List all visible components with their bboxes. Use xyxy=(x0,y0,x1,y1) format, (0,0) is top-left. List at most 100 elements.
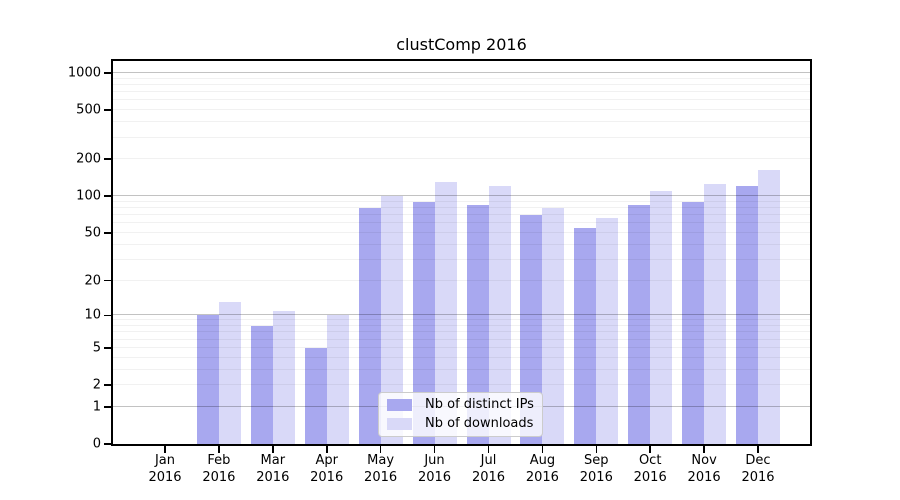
legend-swatch-downloads xyxy=(387,418,412,430)
x-axis-tick xyxy=(541,446,544,453)
bar-distinct-ips xyxy=(250,326,273,444)
bar-distinct-ips xyxy=(520,215,543,444)
bar-downloads xyxy=(650,191,673,444)
bar-distinct-ips xyxy=(304,347,327,444)
y-axis-tick xyxy=(104,347,111,349)
y-gridline-minor xyxy=(113,279,810,281)
bar-distinct-ips xyxy=(736,186,758,444)
y-gridline-minor xyxy=(113,136,810,138)
bar-distinct-ips xyxy=(628,205,651,444)
y-gridline-major xyxy=(113,72,810,73)
y-axis-tick-label: 20 xyxy=(84,273,101,288)
y-gridline-minor xyxy=(113,77,810,79)
legend-row-distinct-ips: Nb of distinct IPs xyxy=(387,398,534,412)
y-gridline-minor xyxy=(113,368,810,370)
y-axis-tick xyxy=(104,279,111,282)
bar-downloads xyxy=(380,196,403,444)
y-axis-tick-label: 0 xyxy=(92,436,101,452)
y-gridline-minor xyxy=(113,158,810,160)
y-axis-tick-label: 1000 xyxy=(67,65,101,81)
x-axis-tick-label: May 2016 xyxy=(364,453,398,485)
x-axis-tick-label: Sep 2016 xyxy=(579,453,613,485)
y-axis-tick xyxy=(104,443,111,445)
y-gridline-minor xyxy=(113,222,810,224)
bar-downloads xyxy=(596,218,619,444)
x-axis-tick xyxy=(595,446,597,453)
y-gridline-minor xyxy=(113,356,810,358)
legend-label-downloads: Nb of downloads xyxy=(425,416,534,431)
bar-downloads xyxy=(218,302,241,444)
x-axis-tick-label: Nov 2016 xyxy=(687,453,721,485)
x-axis-tick-label: Dec 2016 xyxy=(741,453,775,485)
x-axis-tick xyxy=(649,446,651,453)
x-axis-tick-label: Oct 2016 xyxy=(633,453,667,485)
y-axis-tick xyxy=(104,72,111,74)
y-gridline-minor xyxy=(113,325,810,326)
y-gridline-minor xyxy=(113,91,810,93)
bar-distinct-ips xyxy=(574,227,597,444)
x-axis-tick-label: Jun 2016 xyxy=(417,453,452,485)
bar-downloads xyxy=(488,186,511,444)
y-axis-tick-label: 200 xyxy=(76,151,101,167)
y-gridline-minor xyxy=(113,231,810,233)
y-gridline-minor xyxy=(113,109,810,111)
y-gridline-minor xyxy=(113,121,810,123)
x-axis-tick xyxy=(218,446,220,453)
y-gridline-major xyxy=(113,195,810,197)
y-axis-tick-label: 100 xyxy=(76,188,101,204)
y-axis-tick-label: 1 xyxy=(92,399,101,415)
x-axis-tick xyxy=(164,446,166,453)
bars-layer xyxy=(113,61,810,444)
bar-downloads xyxy=(542,208,565,444)
y-gridline-minor xyxy=(113,258,810,260)
y-axis-tick-label: 2 xyxy=(92,377,101,393)
y-axis-tick xyxy=(104,314,111,316)
y-gridline-minor xyxy=(113,243,810,245)
x-axis-tick xyxy=(326,446,328,453)
y-axis-tick-label: 500 xyxy=(76,102,101,118)
x-axis-tick-label: Aug 2016 xyxy=(525,453,559,485)
gridlines-layer xyxy=(113,61,810,444)
y-gridline-minor xyxy=(113,214,810,216)
y-gridline-minor xyxy=(113,99,810,101)
bar-distinct-ips xyxy=(682,201,705,444)
x-axis-tick-label: Jan 2016 xyxy=(148,453,182,485)
bar-downloads xyxy=(326,315,349,444)
x-axis-tick-label: Apr 2016 xyxy=(310,453,344,485)
x-axis-tick xyxy=(757,446,759,453)
bar-downloads xyxy=(704,184,727,444)
plot-area: 0 1 2 5 10 20 50 100 200 500 1000 Jan 2016 Feb 2016 M… xyxy=(68,59,812,485)
y-gridline-minor xyxy=(113,346,810,348)
bar-distinct-ips xyxy=(466,205,489,444)
y-gridline-minor xyxy=(113,207,810,208)
y-gridline-minor xyxy=(113,200,810,202)
x-axis-tick xyxy=(379,446,382,453)
x-axis-tick xyxy=(703,446,705,453)
x-axis-tick-label: Feb 2016 xyxy=(202,453,236,485)
y-axis-tick-label: 5 xyxy=(92,340,101,356)
y-gridline-minor xyxy=(113,338,810,340)
y-gridline-major xyxy=(113,314,810,316)
bar-distinct-ips xyxy=(358,208,381,444)
y-axis-tick-label: 10 xyxy=(84,307,101,323)
y-axis-tick xyxy=(104,384,111,386)
bar-downloads xyxy=(434,182,457,444)
legend-swatch-distinct-ips xyxy=(387,399,412,411)
y-gridline-minor xyxy=(113,384,810,385)
legend: Nb of distinct IPs Nb of downloads xyxy=(378,392,543,437)
bar-downloads xyxy=(758,169,780,444)
legend-row-downloads: Nb of downloads xyxy=(387,417,534,431)
y-axis-tick xyxy=(104,232,111,234)
x-axis-tick-label: Mar 2016 xyxy=(256,453,290,485)
y-axis-tick xyxy=(104,406,111,408)
y-gridline-minor xyxy=(113,331,810,333)
y-axis-tick xyxy=(104,109,111,111)
x-axis-tick-label: Jul 2016 xyxy=(471,453,506,485)
y-gridline-minor xyxy=(113,319,810,321)
legend-label-distinct-ips: Nb of distinct IPs xyxy=(425,397,534,412)
x-axis-tick xyxy=(272,446,274,453)
bar-downloads xyxy=(272,310,295,444)
y-axis-tick xyxy=(104,158,111,160)
chart-title: clustComp 2016 xyxy=(396,35,527,54)
